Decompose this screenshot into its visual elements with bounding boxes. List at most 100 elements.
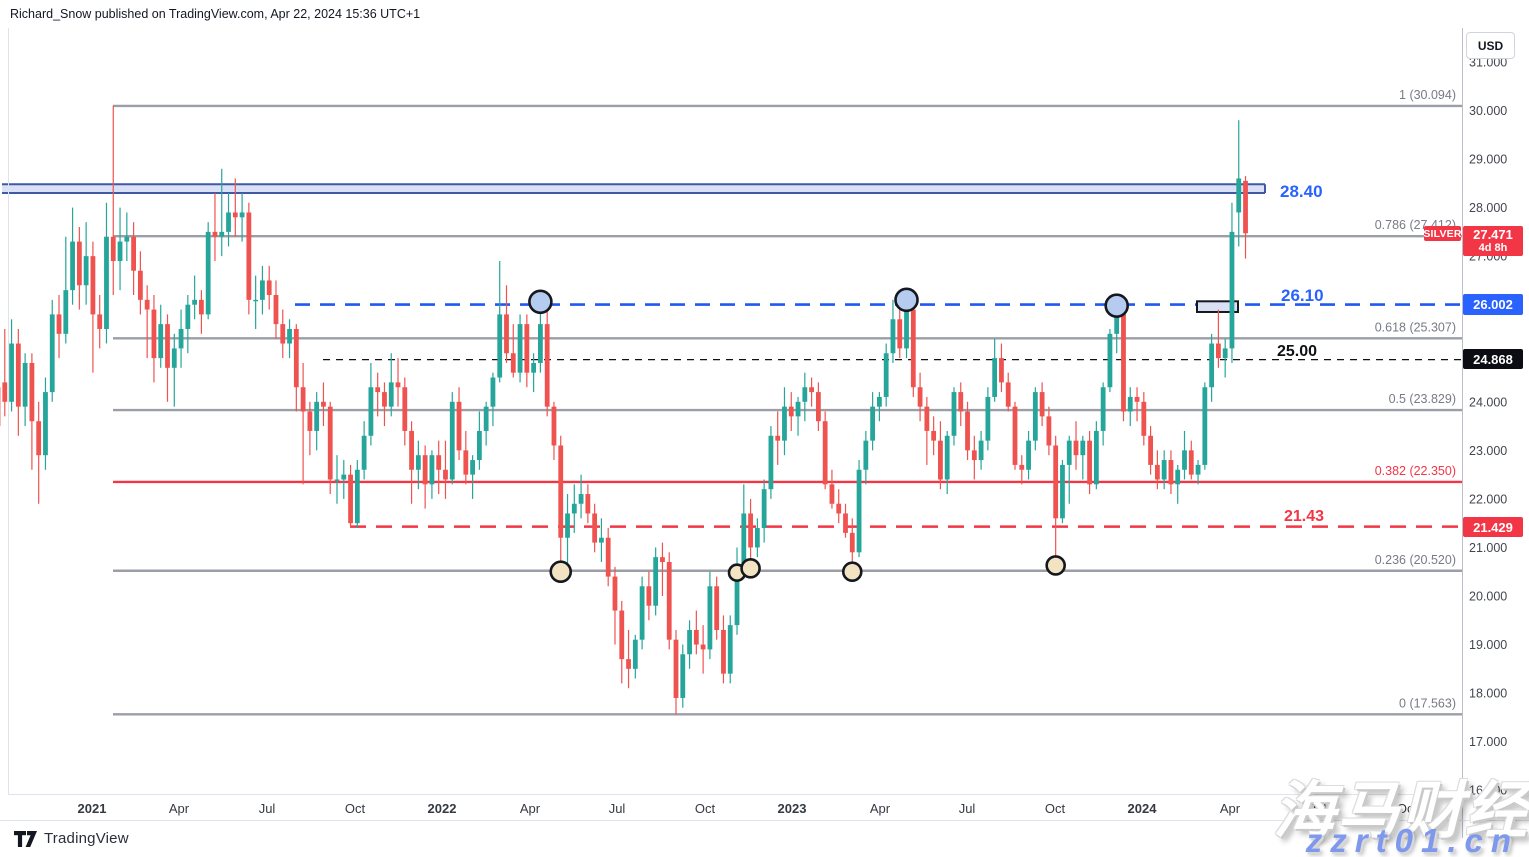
- candle-body: [36, 421, 42, 456]
- candle-body: [1100, 387, 1106, 431]
- candle-body: [104, 236, 109, 329]
- currency-toggle-button[interactable]: USD: [1466, 32, 1515, 59]
- candle-body: [151, 309, 157, 359]
- tradingview-logo-link[interactable]: TradingView: [14, 830, 129, 847]
- pane-left-border: [8, 28, 9, 794]
- candle-body: [1121, 309, 1126, 412]
- candle-body: [666, 562, 672, 640]
- candle-body: [727, 625, 733, 674]
- candle-body: [605, 537, 611, 577]
- black-line-price-label: 25.00: [1277, 343, 1318, 360]
- time-tick-label: Apr: [870, 801, 891, 816]
- candle-body: [843, 513, 848, 533]
- candle-body: [422, 455, 428, 485]
- candle-body: [2, 382, 8, 402]
- time-tick-label: Apr: [1220, 801, 1241, 816]
- pivot-marker-tan: [740, 558, 761, 579]
- blue-line-price-label: 26.10: [1281, 286, 1324, 305]
- candle-body: [124, 236, 130, 242]
- black-level-badge: 24.868: [1463, 349, 1523, 369]
- price-tick-label: 29.000: [1469, 153, 1507, 167]
- time-tick-label: Oct: [1045, 801, 1066, 816]
- candle-body: [212, 231, 218, 237]
- candle-body: [232, 212, 238, 218]
- candle-body: [856, 469, 862, 553]
- pivot-marker-tan: [1045, 555, 1066, 576]
- candle-body: [90, 256, 96, 315]
- pivot-marker-tan: [841, 561, 863, 583]
- candle-body: [870, 406, 876, 441]
- candle-body: [354, 469, 360, 524]
- time-tick-label: Apr: [520, 801, 541, 816]
- watermark-url-text: zzrt01.cn: [1305, 822, 1519, 857]
- candle-body: [754, 528, 760, 548]
- last-price-badge: 27.471 4d 8h: [1463, 226, 1523, 256]
- price-axis-separator: [1462, 28, 1463, 838]
- candle-body: [171, 348, 177, 368]
- candle-body: [83, 256, 89, 286]
- candle-body: [22, 362, 28, 407]
- candle-body: [660, 557, 665, 563]
- candle-body: [463, 450, 469, 475]
- candle-body: [158, 324, 164, 359]
- candle-body: [1046, 416, 1052, 446]
- candle-body: [1107, 333, 1113, 388]
- candle-body: [1093, 430, 1099, 485]
- pivot-marker-blue: [528, 289, 553, 315]
- resistance-zone-band: [2, 184, 1265, 194]
- fib-level-label: 0.382 (22.350): [1375, 464, 1456, 478]
- candle-body: [510, 353, 516, 373]
- candle-body: [9, 343, 14, 402]
- price-tick-label: 16.000: [1469, 784, 1507, 798]
- candle-body: [368, 387, 374, 436]
- candle-body: [219, 231, 225, 237]
- black-level-value: 24.868: [1473, 351, 1513, 367]
- candle-body: [565, 513, 570, 538]
- candle-body: [443, 469, 448, 480]
- time-tick-label: Jul: [1310, 801, 1327, 816]
- candle-body: [117, 241, 123, 262]
- candle-body: [721, 629, 726, 674]
- candle-body: [314, 401, 320, 431]
- candle-body: [1182, 450, 1187, 470]
- candle-body: [260, 280, 265, 300]
- candle-body: [917, 387, 923, 407]
- candle-body: [1019, 464, 1025, 470]
- candle-body: [639, 586, 645, 640]
- time-tick-label: Oct: [1397, 801, 1418, 816]
- blue-level-value: 26.002: [1473, 297, 1513, 312]
- candle-body: [273, 294, 279, 325]
- candle-body: [578, 494, 584, 504]
- candle-body: [531, 362, 537, 373]
- candle-body: [348, 474, 353, 524]
- candle-body: [293, 328, 299, 388]
- candle-body: [571, 503, 577, 514]
- candle-body: [1243, 180, 1248, 234]
- candle-body: [199, 299, 204, 315]
- candle-body: [714, 586, 720, 630]
- candle-body: [741, 513, 747, 567]
- red-level-badge: 21.429: [1463, 517, 1523, 537]
- price-tick-label: 21.000: [1469, 541, 1507, 555]
- candle-body: [822, 421, 828, 485]
- candle-body: [1168, 460, 1174, 485]
- candle-body: [1154, 464, 1160, 480]
- candle-body: [63, 290, 69, 334]
- candle-body: [110, 236, 116, 262]
- price-tick-label: 28.000: [1469, 201, 1507, 215]
- candle-body: [680, 654, 686, 698]
- candle-body: [1032, 392, 1038, 441]
- candle-body: [415, 455, 421, 470]
- candle-body: [1148, 435, 1153, 465]
- candle-body: [307, 411, 313, 431]
- candle-body: [137, 270, 143, 300]
- candle-body: [341, 474, 347, 480]
- candle-body: [1216, 343, 1221, 359]
- pane-bottom-border: [8, 794, 1462, 795]
- candle-body: [788, 406, 794, 417]
- candle-body: [748, 513, 753, 548]
- candle-body: [327, 406, 333, 480]
- candle-body: [632, 639, 638, 669]
- candle-body: [49, 314, 55, 393]
